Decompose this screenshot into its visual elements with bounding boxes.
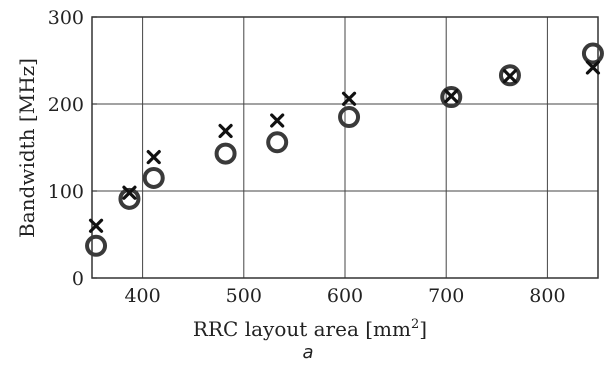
y-tick-label: 200 xyxy=(48,94,84,116)
x-marker xyxy=(146,149,161,165)
x-tick-label: 600 xyxy=(327,285,363,307)
circle-marker xyxy=(581,42,604,65)
x-marker-stroke xyxy=(585,60,601,75)
data-markers xyxy=(85,42,604,257)
y-tick-label: 100 xyxy=(48,181,84,203)
figure-caption: a xyxy=(302,342,313,363)
x-marker xyxy=(502,69,518,84)
circle-marker xyxy=(440,86,463,109)
x-axis-title-tail: ] xyxy=(419,317,427,341)
x-axis-title-main: RRC layout area [mm xyxy=(193,317,411,341)
y-axis-title: Bandwidth [MHz] xyxy=(15,58,39,238)
circle-marker xyxy=(142,166,165,189)
x-marker xyxy=(270,113,285,128)
y-tick-label: 300 xyxy=(48,7,84,29)
circle-marker xyxy=(118,187,141,210)
circle-marker xyxy=(85,234,108,257)
x-tick-label: 500 xyxy=(226,285,262,307)
circle-marker xyxy=(498,64,521,87)
plot-frame xyxy=(91,16,599,279)
x-marker xyxy=(88,218,104,233)
circle-marker xyxy=(266,131,289,154)
grid-lines xyxy=(92,17,598,278)
x-axis: 400 500 600 700 800 xyxy=(124,285,565,307)
x-marker-stroke xyxy=(146,149,161,165)
x-marker-stroke xyxy=(270,113,285,128)
x-tick-label: 700 xyxy=(428,285,464,307)
x-tick-label: 400 xyxy=(124,285,160,307)
x-marker-stroke xyxy=(444,89,459,104)
x-marker xyxy=(122,185,137,200)
x-marker-stroke xyxy=(341,91,357,106)
x-axis-title: RRC layout area [mm2] xyxy=(193,317,427,341)
y-tick-label: 0 xyxy=(72,268,84,290)
x-marker-stroke xyxy=(218,123,233,139)
x-marker xyxy=(585,60,601,75)
x-marker-stroke xyxy=(122,185,137,200)
x-marker xyxy=(444,89,459,104)
x-marker-stroke xyxy=(88,218,104,233)
x-tick-label: 800 xyxy=(529,285,565,307)
x-marker xyxy=(341,91,357,106)
y-axis: 0 100 200 300 xyxy=(48,7,97,290)
circle-marker xyxy=(214,142,237,165)
circle-marker xyxy=(338,106,361,129)
x-axis-title-superscript: 2 xyxy=(411,317,419,332)
x-marker xyxy=(218,123,233,139)
x-marker-stroke xyxy=(502,69,518,84)
